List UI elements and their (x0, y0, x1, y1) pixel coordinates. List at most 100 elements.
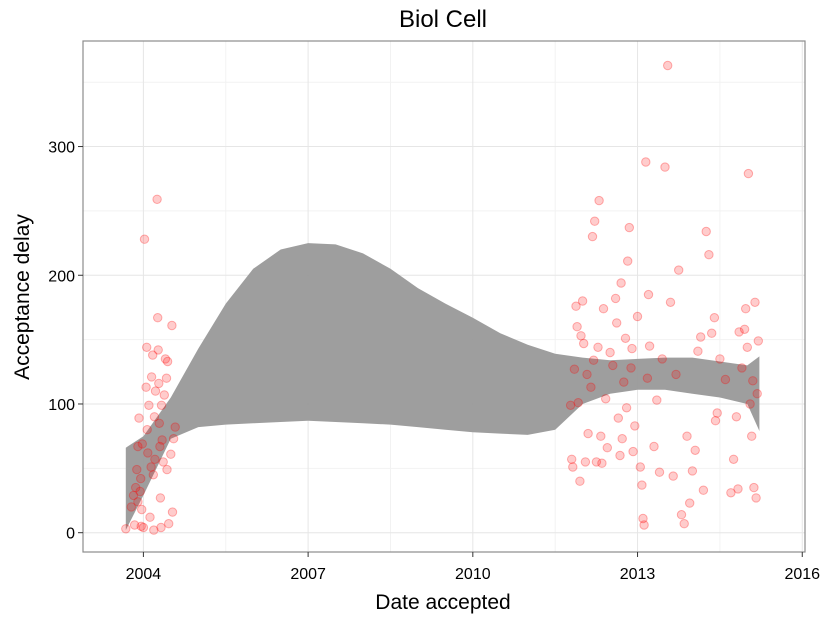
data-point (733, 484, 743, 494)
data-point (704, 250, 714, 260)
y-tick-label: 300 (48, 140, 75, 157)
data-point (166, 449, 176, 459)
data-point (152, 194, 162, 205)
data-point (624, 222, 634, 233)
data-points (121, 60, 763, 535)
data-point (615, 450, 625, 461)
data-point (750, 297, 760, 307)
data-point (139, 234, 150, 244)
data-point (626, 363, 636, 373)
data-point (162, 464, 172, 475)
data-point (597, 458, 607, 468)
data-point (146, 372, 157, 382)
data-point (598, 304, 609, 314)
data-point (576, 331, 586, 341)
data-point (644, 341, 655, 351)
minor-gridlines (83, 41, 805, 552)
data-point (671, 369, 681, 380)
data-point (745, 399, 755, 409)
data-point (743, 168, 754, 179)
data-point (146, 462, 156, 472)
data-point (665, 297, 676, 307)
data-point (643, 289, 654, 300)
x-axis: 2004 2007 2010 2013 2016 (126, 552, 820, 583)
data-point (654, 467, 665, 477)
panel-border (82, 40, 806, 553)
data-point (121, 524, 131, 534)
data-point (161, 373, 172, 383)
data-point (153, 345, 163, 355)
data-point (135, 486, 145, 497)
x-tick-label: 2007 (290, 566, 326, 583)
data-point (639, 520, 649, 530)
data-point (742, 342, 752, 352)
data-point (676, 510, 687, 520)
data-point (153, 313, 163, 323)
data-point (687, 466, 698, 476)
data-point (638, 513, 648, 524)
data-point (583, 428, 593, 439)
data-point (157, 435, 167, 445)
data-point (734, 327, 744, 337)
data-point (749, 482, 759, 493)
data-point (652, 395, 662, 405)
data-point (690, 445, 700, 455)
x-tick-label: 2016 (784, 566, 820, 583)
data-point (610, 293, 621, 304)
data-point (715, 354, 725, 364)
data-point (565, 400, 576, 410)
data-point (131, 482, 141, 493)
data-point (145, 512, 155, 522)
data-point (657, 354, 667, 364)
data-point (155, 493, 166, 503)
data-point (148, 470, 159, 480)
data-point (149, 525, 159, 535)
data-point (148, 350, 158, 360)
data-point (601, 394, 611, 404)
data-point (164, 519, 174, 529)
data-point (621, 403, 632, 413)
data-point (141, 382, 151, 392)
data-point (628, 446, 638, 457)
x-tick-label: 2013 (620, 566, 656, 583)
data-point (737, 363, 747, 373)
data-point (641, 157, 651, 167)
x-tick-label: 2004 (126, 566, 162, 583)
data-point (567, 454, 577, 464)
data-point (587, 231, 598, 242)
data-point (712, 408, 722, 418)
data-point (579, 338, 589, 349)
y-tick-label: 200 (48, 268, 75, 285)
data-point (572, 322, 582, 332)
data-point (155, 441, 165, 452)
data-point (582, 369, 592, 380)
data-point (149, 412, 160, 422)
data-point (701, 226, 711, 237)
data-point (590, 216, 600, 226)
data-point (573, 398, 583, 408)
data-point (613, 413, 623, 423)
data-point (143, 448, 153, 458)
data-point (137, 439, 148, 449)
data-point (617, 434, 627, 444)
data-point (630, 421, 640, 431)
x-tick-label: 2010 (455, 566, 491, 583)
data-point (635, 462, 645, 472)
y-tick-label: 0 (66, 526, 75, 543)
data-point (660, 162, 670, 172)
data-point (142, 342, 152, 352)
data-point (160, 354, 171, 364)
chart-title: Biol Cell (399, 6, 487, 33)
major-gridlines (83, 41, 805, 552)
data-point (728, 454, 739, 464)
data-point (731, 412, 742, 422)
data-point (134, 413, 144, 423)
data-point (620, 333, 631, 343)
data-point (710, 416, 721, 426)
data-point (154, 378, 164, 389)
data-point (668, 471, 678, 481)
data-point (129, 520, 140, 530)
data-point (571, 301, 581, 311)
data-point (709, 313, 720, 323)
